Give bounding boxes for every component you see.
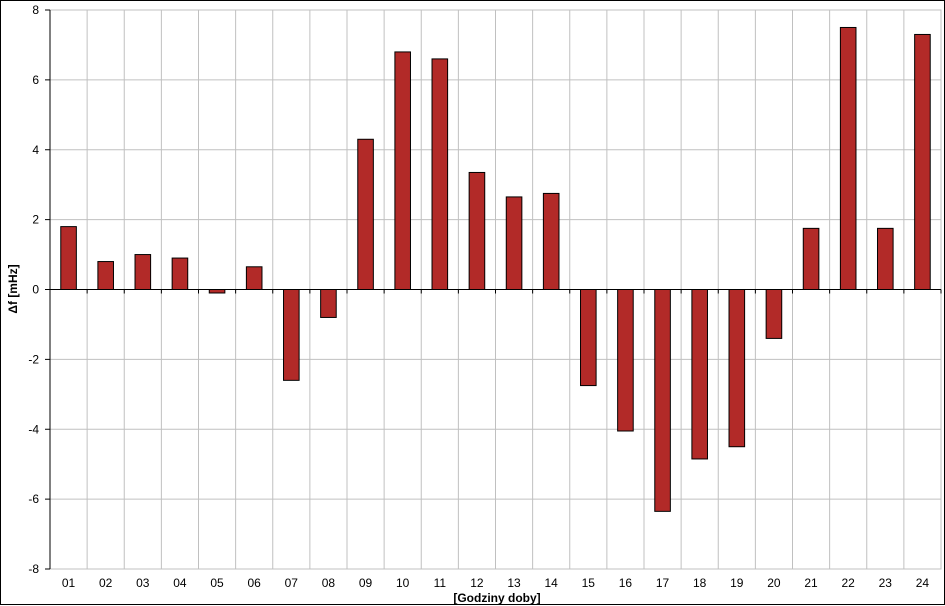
y-tick-label: 8 (32, 3, 39, 17)
x-tick-label: 16 (619, 576, 633, 590)
bar (654, 289, 671, 512)
x-tick-label: 21 (804, 576, 818, 590)
x-tick-label: 13 (507, 576, 521, 590)
x-tick-label: 03 (136, 576, 150, 590)
bar (171, 257, 189, 290)
bar (839, 26, 857, 290)
x-tick-label: 11 (434, 576, 447, 590)
y-tick-label: -4 (28, 422, 39, 436)
bar (617, 289, 634, 432)
y-tick-label: 0 (32, 283, 39, 297)
x-tick-label: 09 (359, 576, 373, 590)
x-tick-label: 24 (916, 576, 930, 590)
x-tick-label: 07 (285, 576, 299, 590)
y-axis-title: Δf [mHz] (6, 264, 20, 313)
bars-layer (60, 26, 931, 512)
x-tick-label: 01 (62, 576, 76, 590)
y-tick-label: 4 (32, 143, 39, 157)
x-tick-label: 02 (99, 576, 113, 590)
y-tick-label: -6 (28, 492, 39, 506)
bar (877, 227, 894, 290)
x-tick-label: 08 (322, 576, 336, 590)
bar (245, 266, 263, 291)
bar (914, 33, 931, 290)
y-tick-labels: -8 -6 -4 -2 0 2 4 6 8 (28, 3, 39, 576)
x-tick-label: 20 (767, 576, 781, 590)
x-tick-label: 05 (210, 576, 224, 590)
bar (691, 289, 708, 460)
bar (357, 138, 374, 290)
x-tick-label: 17 (656, 576, 670, 590)
x-tick-label: 06 (248, 576, 262, 590)
y-tick-label: -2 (28, 352, 39, 366)
bar (60, 226, 77, 290)
bar (208, 289, 226, 294)
bar (283, 289, 300, 381)
y-tick-label: 6 (32, 73, 39, 87)
bar (580, 289, 597, 387)
bar (542, 192, 560, 290)
y-tick-label: 2 (32, 213, 39, 227)
x-tick-label: 15 (582, 576, 596, 590)
bar (765, 289, 783, 339)
bar (505, 196, 523, 290)
x-tick-labels: 01 02 03 04 05 06 07 08 09 10 11 12 13 14 15 16 17 18 19 20… (62, 576, 930, 590)
bar (134, 254, 152, 290)
bar (320, 289, 337, 318)
bar (97, 261, 114, 290)
y-tick-label: -8 (28, 562, 39, 576)
x-tick-label: 22 (842, 576, 856, 590)
bar (394, 51, 411, 291)
x-tick-label: 23 (879, 576, 893, 590)
bar (468, 171, 486, 291)
x-tick-label: 18 (693, 576, 707, 590)
x-tick-label: 19 (730, 576, 744, 590)
x-tick-label: 14 (545, 576, 559, 590)
axis-layer (45, 9, 942, 570)
x-tick-label: 12 (470, 576, 484, 590)
x-tick-label: 04 (173, 576, 187, 590)
x-axis-title: [Godziny doby] (453, 591, 540, 605)
x-tick-label: 10 (396, 576, 410, 590)
bar (728, 289, 746, 448)
bar (802, 227, 820, 290)
bar (431, 58, 449, 290)
